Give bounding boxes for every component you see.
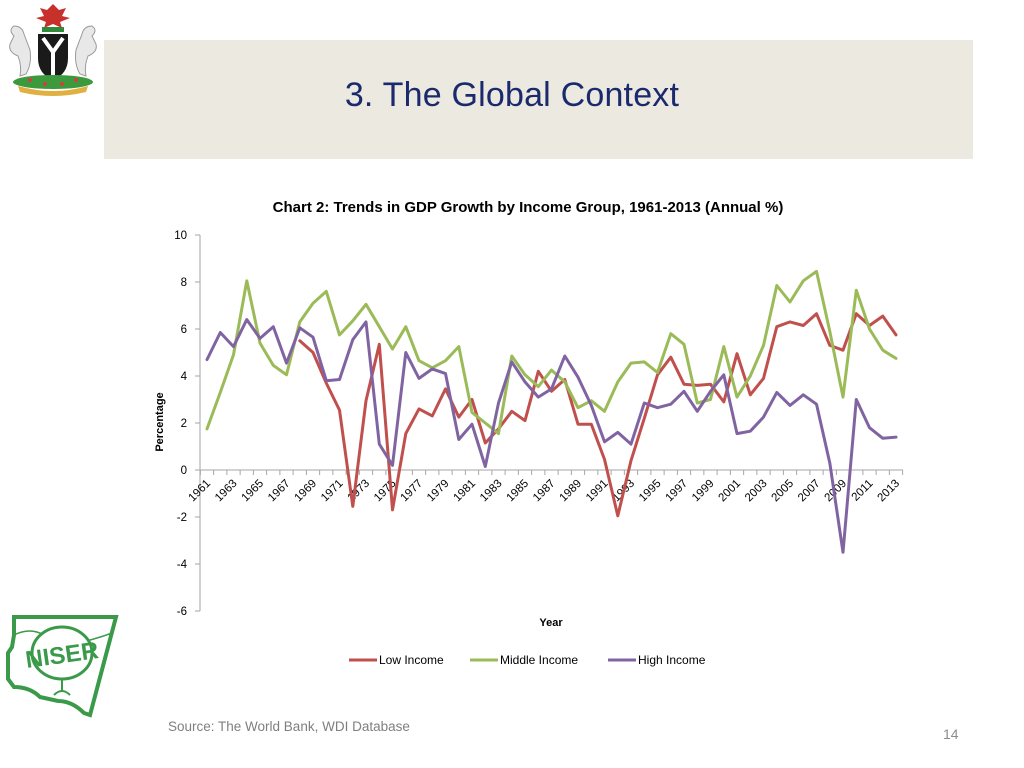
series-line-low-income bbox=[298, 312, 898, 518]
x-tick-label: 1995 bbox=[637, 478, 664, 505]
legend-label: High Income bbox=[638, 653, 706, 667]
x-tick-label: 1983 bbox=[478, 478, 505, 505]
y-tick-label: 0 bbox=[181, 465, 187, 477]
eagle-icon bbox=[36, 4, 70, 32]
legend-item-middle-income: Middle Income bbox=[470, 653, 578, 667]
x-tick-label: 1963 bbox=[213, 478, 240, 505]
series-line-high-income bbox=[205, 318, 898, 554]
y-tick-label: 6 bbox=[181, 324, 187, 336]
x-tick-label: 1977 bbox=[399, 478, 426, 505]
x-tick-label: 1985 bbox=[505, 478, 532, 505]
y-tick-label: 2 bbox=[181, 418, 187, 430]
legend-label: Middle Income bbox=[500, 653, 578, 667]
x-tick-label: 1981 bbox=[452, 478, 479, 505]
x-tick-label: 2003 bbox=[743, 478, 770, 505]
x-tick-label: 1979 bbox=[425, 478, 452, 505]
legend: Low Income Middle Income High Income bbox=[349, 653, 706, 667]
x-tick-label: 1969 bbox=[293, 478, 320, 505]
x-tick-label: 2007 bbox=[796, 478, 823, 505]
series-line-middle-income bbox=[205, 269, 898, 436]
niser-logo: NISER bbox=[6, 615, 119, 718]
y-axis: 10 8 6 4 2 0 -2 -4 -6 bbox=[174, 230, 201, 618]
x-tick-label: 1987 bbox=[531, 478, 558, 505]
title-band bbox=[104, 40, 973, 159]
x-tick-label: 1997 bbox=[664, 478, 691, 505]
shield-icon bbox=[38, 34, 68, 80]
x-tick-label: 2005 bbox=[770, 478, 797, 505]
x-tick-label: 1991 bbox=[584, 478, 611, 505]
y-axis-title: Percentage bbox=[154, 392, 166, 451]
coat-of-arms-logo bbox=[9, 4, 97, 96]
x-axis-title: Year bbox=[539, 617, 563, 629]
chart-title: Chart 2: Trends in GDP Growth by Income … bbox=[273, 199, 784, 216]
y-tick-label: -6 bbox=[177, 606, 187, 618]
x-tick-label: 1989 bbox=[558, 478, 585, 505]
base-icon bbox=[13, 75, 93, 96]
map-outline-icon bbox=[6, 615, 119, 718]
x-axis: 1961 1963 1965 1967 1969 1971 1973 1975 1977 1979… bbox=[187, 469, 904, 505]
x-tick-label: 1971 bbox=[319, 478, 346, 505]
x-tick-label: 2011 bbox=[850, 478, 876, 504]
y-tick-label: 4 bbox=[181, 371, 188, 383]
x-tick-label: 2001 bbox=[717, 478, 744, 505]
slide-title: 3. The Global Context bbox=[344, 76, 680, 114]
y-tick-label: -2 bbox=[177, 512, 187, 524]
x-tick-label: 2013 bbox=[876, 478, 903, 505]
y-tick-label: -4 bbox=[177, 559, 188, 571]
legend-label: Low Income bbox=[379, 653, 444, 667]
horse-left-icon bbox=[9, 25, 31, 77]
y-tick-label: 8 bbox=[181, 277, 187, 289]
page-number: 14 bbox=[943, 726, 959, 742]
series-lines bbox=[205, 269, 898, 554]
x-tick-label: 1965 bbox=[240, 478, 267, 505]
legend-item-high-income: High Income bbox=[608, 653, 706, 667]
source-note: Source: The World Bank, WDI Database bbox=[168, 719, 410, 734]
horse-right-icon bbox=[75, 25, 97, 77]
legend-item-low-income: Low Income bbox=[349, 653, 444, 667]
x-tick-label: 1967 bbox=[266, 478, 293, 505]
y-tick-label: 10 bbox=[174, 230, 187, 242]
x-tick-label: 1999 bbox=[690, 478, 717, 505]
